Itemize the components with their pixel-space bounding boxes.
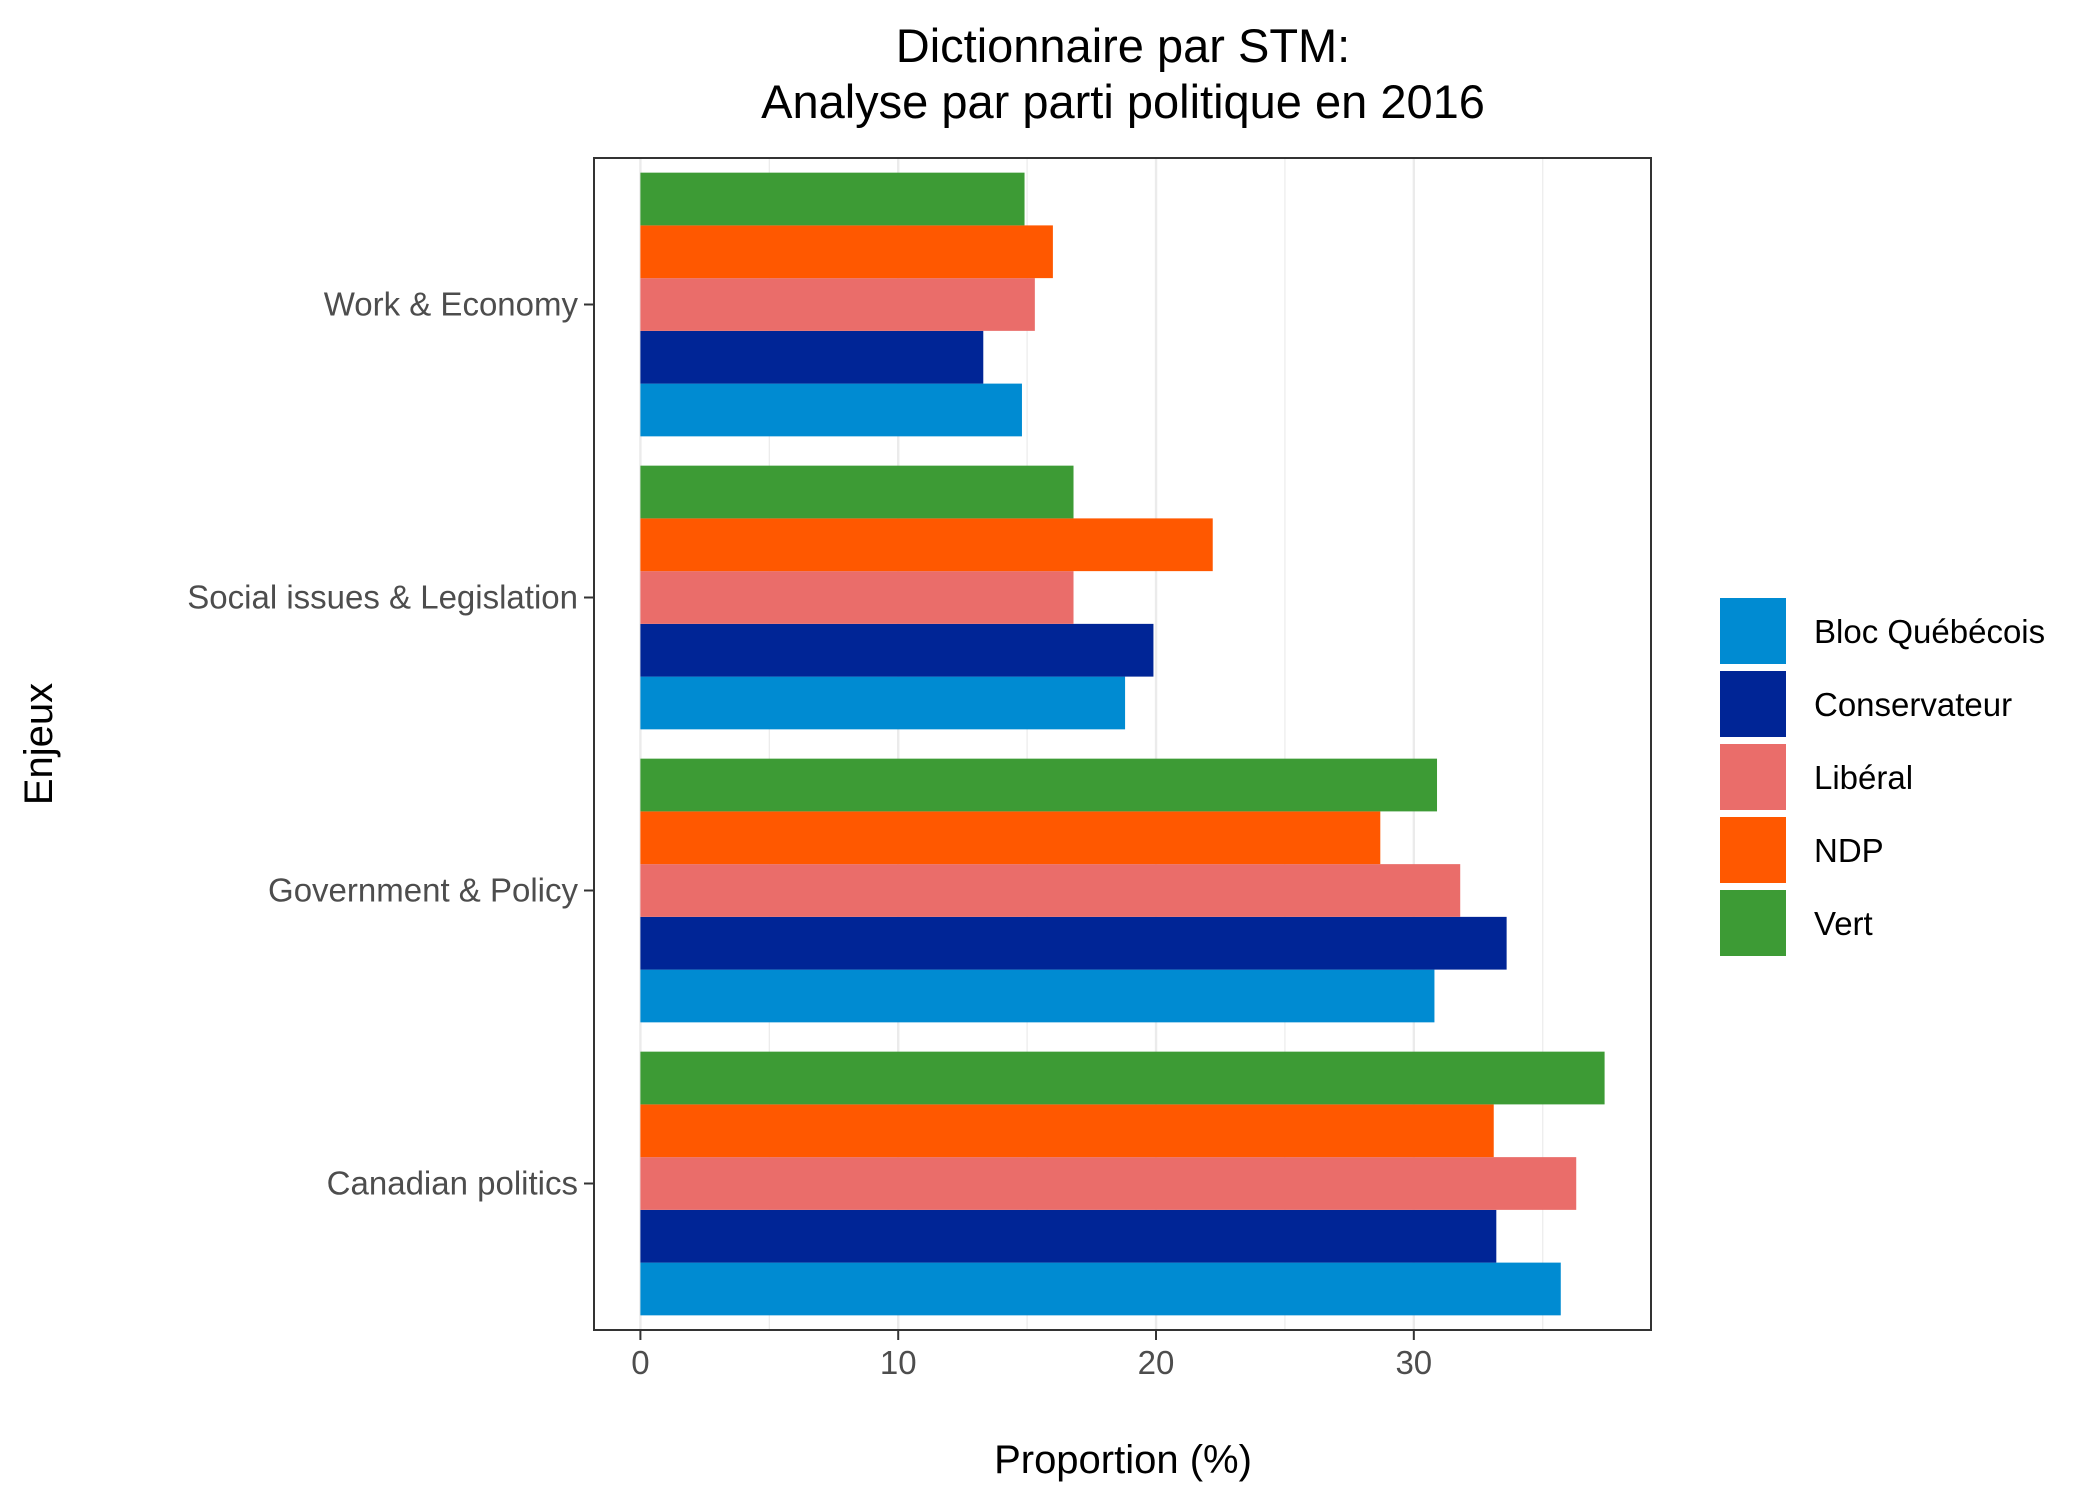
- bar: [640, 811, 1381, 865]
- x-tick-label: 10: [880, 1344, 917, 1381]
- bar: [640, 1051, 1605, 1105]
- chart-title-line-2: Analyse par parti politique en 2016: [761, 75, 1485, 128]
- y-axis-title: Enjeux: [17, 683, 61, 805]
- bar: [640, 172, 1025, 226]
- y-tick-label: Work & Economy: [324, 286, 579, 323]
- x-axis-title: Proportion (%): [994, 1438, 1252, 1482]
- bar: [640, 518, 1213, 572]
- bar: [640, 916, 1507, 970]
- bar: [640, 225, 1053, 279]
- bar: [640, 676, 1126, 730]
- bar: [640, 1104, 1494, 1158]
- y-tick-label: Canadian politics: [327, 1165, 578, 1202]
- legend-label: Libéral: [1814, 759, 1913, 796]
- legend-key: [1720, 671, 1786, 737]
- bar: [640, 1262, 1561, 1316]
- bar: [640, 623, 1154, 677]
- legend-key: [1720, 817, 1786, 883]
- x-axis: 0 10 20 30: [631, 1330, 1432, 1381]
- plot-border: [593, 157, 1652, 1331]
- bar: [640, 383, 1022, 437]
- legend-label: Bloc Québécois: [1814, 613, 2045, 650]
- bar: [640, 330, 984, 384]
- bar: [640, 864, 1461, 917]
- legend: Bloc Québécois Conservateur Libéral NDP Vert: [1720, 598, 2045, 956]
- x-tick-label: 0: [631, 1344, 649, 1381]
- x-tick-label: 20: [1138, 1344, 1175, 1381]
- chart-title-line-1: Dictionnaire par STM:: [896, 19, 1351, 72]
- bars: [640, 172, 1605, 1316]
- bar: [640, 1209, 1497, 1263]
- x-tick-label: 30: [1395, 1344, 1432, 1381]
- y-axis: Work & Economy Social issues & Legislatio…: [187, 286, 594, 1202]
- bar: [640, 758, 1438, 812]
- legend-key: [1720, 890, 1786, 956]
- legend-label: Conservateur: [1814, 686, 2012, 723]
- legend-label: Vert: [1814, 905, 1873, 942]
- bar: [640, 969, 1435, 1023]
- legend-key: [1720, 744, 1786, 810]
- bar: [640, 465, 1074, 519]
- y-tick-label: Government & Policy: [268, 872, 578, 909]
- bar: [640, 278, 1035, 331]
- legend-label: NDP: [1814, 832, 1884, 869]
- y-tick-label: Social issues & Legislation: [187, 579, 578, 616]
- bar: [640, 571, 1074, 624]
- legend-key: [1720, 598, 1786, 664]
- bar: [640, 1157, 1577, 1210]
